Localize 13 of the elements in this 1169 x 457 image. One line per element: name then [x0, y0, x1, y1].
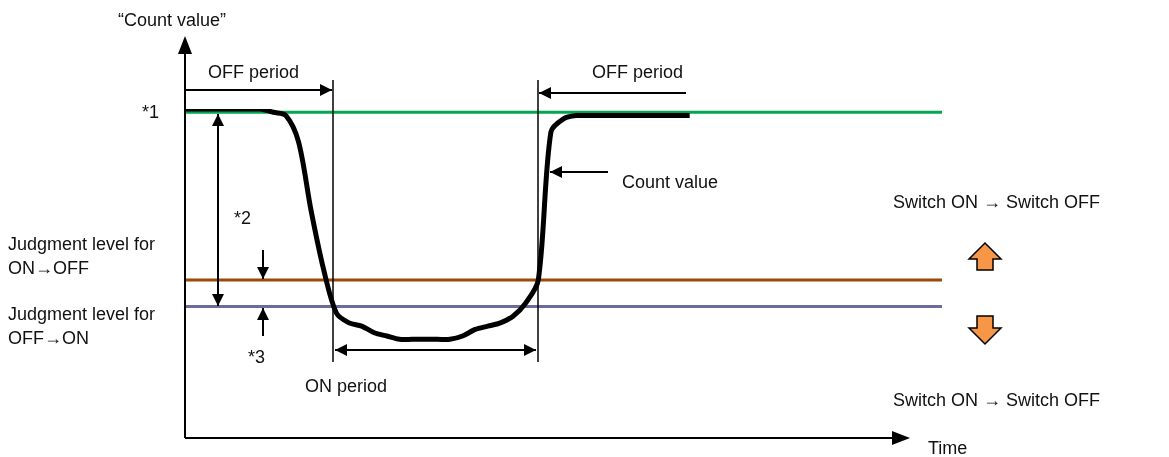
annotation: Count value: [622, 171, 719, 194]
annotation: Switch ON → Switch OFF: [893, 191, 1101, 214]
annotation: *3: [248, 346, 266, 369]
x-axis-title: Time: [928, 437, 968, 457]
annotation: Switch ON → Switch OFF: [893, 389, 1101, 412]
y-axis-title: “Count value”: [118, 9, 227, 32]
ref-line-label: *1: [142, 101, 160, 125]
ref-line-label: Judgment level for OFF→ON: [8, 303, 157, 351]
annotation: *2: [234, 207, 252, 230]
ref-line-label: Judgment level for ON→OFF: [8, 233, 157, 281]
text: OFF period: [208, 61, 300, 84]
annotation: ON period: [305, 375, 388, 398]
text: OFF period: [592, 61, 684, 84]
